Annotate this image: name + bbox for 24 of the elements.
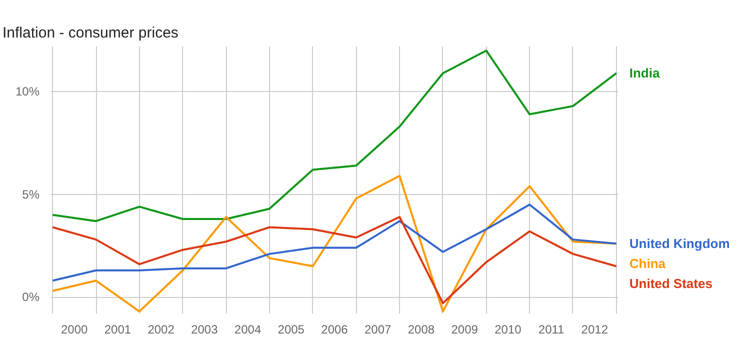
x-tick-label: 2000 — [61, 322, 88, 336]
x-tick-label: 2007 — [364, 322, 392, 336]
x-tick-label: 2009 — [451, 322, 478, 336]
y-tick-label: 5% — [22, 187, 40, 202]
x-tick-label: 2005 — [278, 322, 305, 336]
line-series — [52, 204, 618, 282]
series-label: China — [629, 256, 666, 272]
x-tick-label: 2001 — [104, 322, 132, 336]
series-label: United States — [629, 276, 712, 292]
series-label: United Kingdom — [629, 236, 730, 252]
x-tick-label: 2012 — [581, 322, 608, 336]
line-series — [52, 216, 618, 304]
x-tick-label: 2011 — [538, 322, 565, 336]
line-series — [52, 50, 618, 222]
x-tick-label: 2004 — [234, 322, 262, 336]
series-label: India — [629, 66, 660, 81]
y-tick-label: 0% — [22, 290, 40, 304]
x-tick-label: 2006 — [321, 322, 348, 336]
x-tick-label: 2002 — [148, 322, 175, 336]
chart-title: Inflation - consumer prices — [2, 24, 178, 42]
x-tick-label: 2003 — [191, 322, 218, 336]
x-tick-label: 2010 — [494, 322, 522, 336]
x-tick-label: 2008 — [408, 322, 435, 336]
y-tick-label: 10% — [15, 84, 40, 99]
